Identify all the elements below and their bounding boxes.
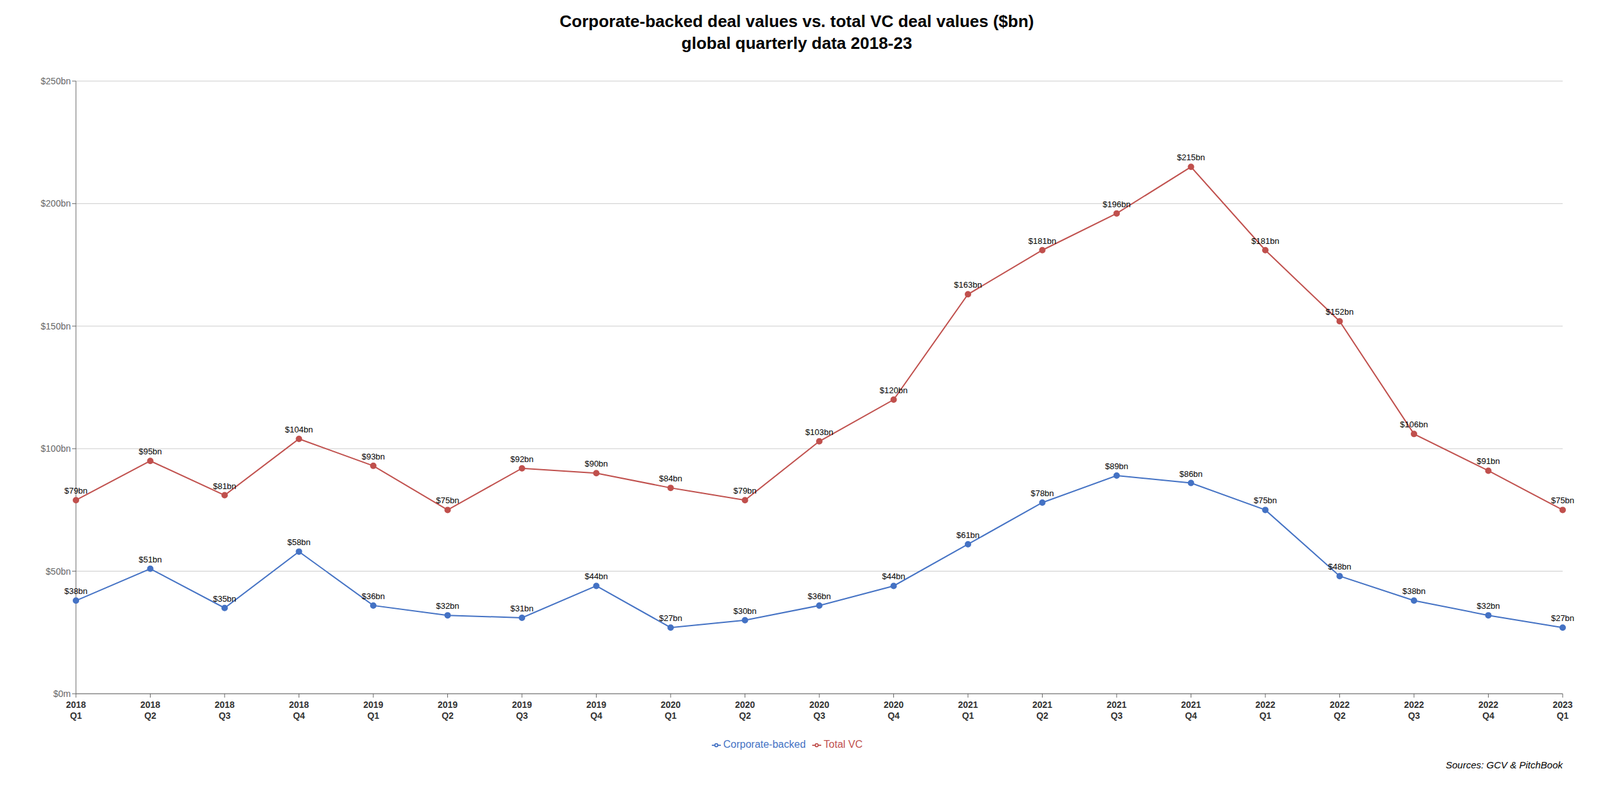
svg-text:$75bn: $75bn — [435, 495, 459, 506]
svg-text:$48bn: $48bn — [1327, 561, 1351, 572]
svg-text:$75bn: $75bn — [1551, 495, 1575, 506]
svg-text:$27bn: $27bn — [1551, 613, 1575, 624]
svg-text:2019Q3: 2019Q3 — [511, 699, 532, 721]
svg-text:$181bn: $181bn — [1028, 236, 1057, 246]
svg-text:2022Q3: 2022Q3 — [1403, 699, 1424, 721]
html-text:Corporate-backed: Corporate-backed — [723, 738, 806, 750]
svg-text:$89bn: $89bn — [1105, 461, 1129, 472]
svg-text:2019Q1: 2019Q1 — [362, 699, 383, 721]
svg-text:$90bn: $90bn — [584, 458, 608, 469]
svg-text:2023Q1: 2023Q1 — [1552, 699, 1573, 721]
svg-text:$58bn: $58bn — [287, 537, 311, 548]
svg-text:$196bn: $196bn — [1102, 199, 1131, 210]
svg-text:$215bn: $215bn — [1177, 152, 1205, 163]
svg-text:$181bn: $181bn — [1251, 236, 1279, 246]
svg-text:$120bn: $120bn — [879, 385, 908, 396]
svg-text:$51bn: $51bn — [138, 554, 162, 565]
svg-text:$32bn: $32bn — [1476, 601, 1500, 611]
svg-text:$84bn: $84bn — [659, 473, 683, 484]
svg-text:2021Q4: 2021Q4 — [1181, 699, 1201, 721]
svg-text:$50bn: $50bn — [45, 566, 71, 577]
svg-text:$91bn: $91bn — [1476, 456, 1500, 466]
svg-text:2018Q3: 2018Q3 — [214, 699, 235, 721]
svg-text:$35bn: $35bn — [213, 594, 237, 604]
svg-text:$79bn: $79bn — [64, 485, 88, 496]
svg-text:$86bn: $86bn — [1179, 469, 1203, 479]
svg-text:$0m: $0m — [53, 688, 71, 699]
html-text:Total VC: Total VC — [823, 738, 863, 750]
svg-text:2020Q1: 2020Q1 — [660, 699, 681, 721]
svg-text:2019Q2: 2019Q2 — [437, 699, 458, 721]
svg-text:$36bn: $36bn — [807, 591, 831, 602]
svg-text:$106bn: $106bn — [1399, 419, 1428, 430]
svg-text:$75bn: $75bn — [1253, 495, 1277, 506]
svg-text:2022Q1: 2022Q1 — [1255, 699, 1275, 721]
svg-text:$163bn: $163bn — [953, 279, 982, 290]
html-text:Sources: GCV & PitchBook: Sources: GCV & PitchBook — [1445, 759, 1563, 771]
svg-text:$31bn: $31bn — [510, 603, 534, 614]
svg-text:2022Q2: 2022Q2 — [1329, 699, 1350, 721]
svg-text:2022Q4: 2022Q4 — [1478, 699, 1499, 721]
svg-text:$93bn: $93bn — [361, 451, 385, 462]
svg-text:$79bn: $79bn — [733, 485, 757, 496]
svg-text:$103bn: $103bn — [805, 427, 833, 438]
svg-text:2020Q3: 2020Q3 — [809, 699, 829, 721]
svg-text:2018Q1: 2018Q1 — [65, 699, 86, 721]
svg-text:2021Q3: 2021Q3 — [1106, 699, 1127, 721]
svg-text:$32bn: $32bn — [435, 601, 459, 611]
svg-text:2018Q2: 2018Q2 — [140, 699, 161, 721]
svg-text:2018Q4: 2018Q4 — [288, 699, 309, 721]
svg-text:2021Q1: 2021Q1 — [957, 699, 978, 721]
svg-text:$36bn: $36bn — [361, 591, 385, 602]
svg-text:$27bn: $27bn — [659, 613, 683, 624]
svg-text:$30bn: $30bn — [733, 606, 757, 616]
svg-text:$200bn: $200bn — [40, 198, 71, 209]
html-text:Corporate-backed deal values v: Corporate-backed deal values vs. total V… — [559, 11, 1034, 31]
svg-text:2019Q4: 2019Q4 — [586, 699, 607, 721]
svg-text:2020Q2: 2020Q2 — [734, 699, 755, 721]
svg-text:2021Q2: 2021Q2 — [1032, 699, 1053, 721]
svg-text:$150bn: $150bn — [40, 321, 71, 332]
svg-text:$100bn: $100bn — [40, 443, 71, 454]
html-text:global quarterly data 2018-23: global quarterly data 2018-23 — [681, 33, 913, 53]
svg-text:$95bn: $95bn — [138, 446, 162, 457]
svg-text:$44bn: $44bn — [881, 571, 905, 582]
svg-text:$152bn: $152bn — [1325, 306, 1354, 317]
svg-text:$92bn: $92bn — [510, 454, 534, 465]
svg-text:$104bn: $104bn — [285, 424, 313, 435]
svg-text:$250bn: $250bn — [40, 75, 71, 87]
svg-text:$44bn: $44bn — [584, 571, 608, 582]
svg-text:$38bn: $38bn — [64, 586, 88, 596]
svg-text:$81bn: $81bn — [213, 481, 237, 492]
svg-text:2020Q4: 2020Q4 — [883, 699, 904, 721]
svg-text:$78bn: $78bn — [1030, 488, 1054, 499]
svg-text:$61bn: $61bn — [956, 530, 980, 540]
svg-text:$38bn: $38bn — [1402, 586, 1426, 596]
